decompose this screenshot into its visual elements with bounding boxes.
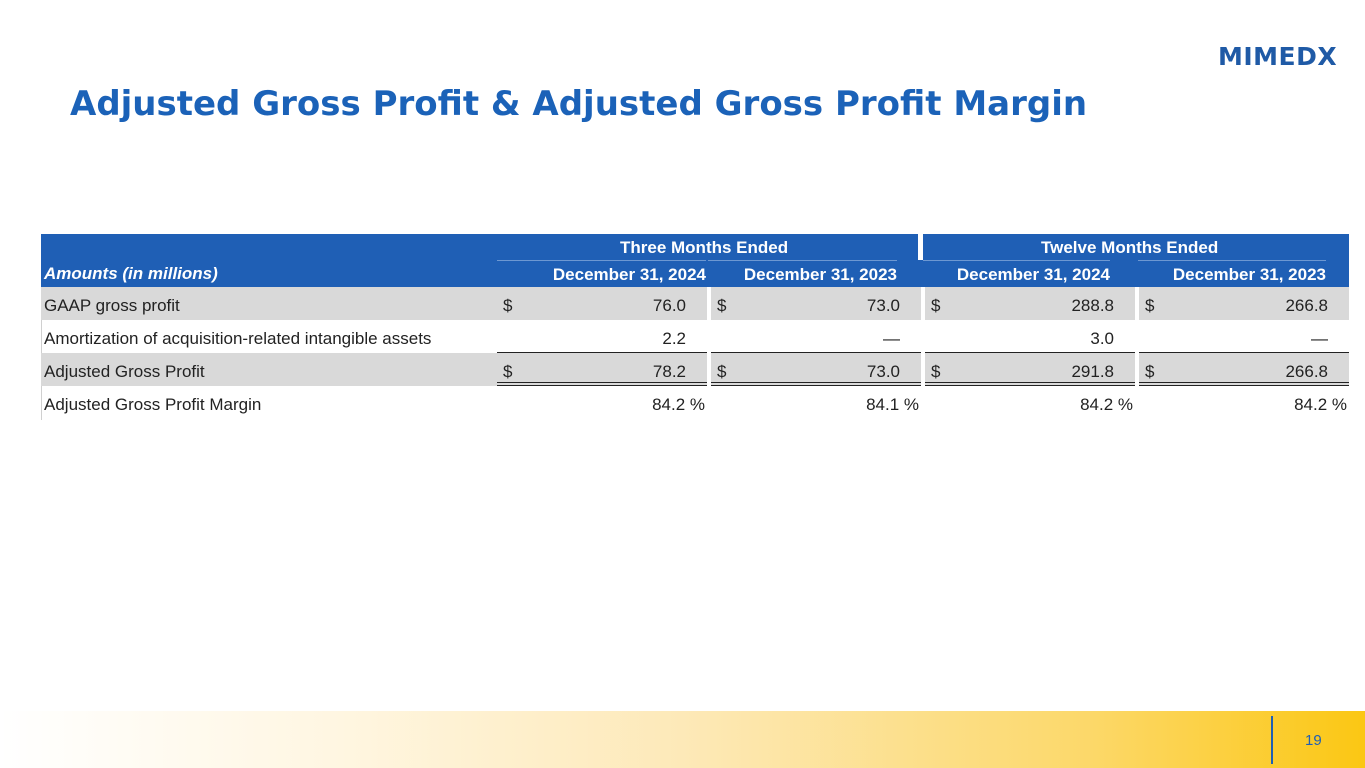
table-cell: $ 266.8	[1139, 287, 1349, 320]
cell-value: 84.2 %	[1080, 395, 1133, 414]
table-cell: —	[1139, 320, 1349, 353]
row-label: Adjusted Gross Profit Margin	[44, 395, 262, 414]
currency-symbol: $	[503, 296, 513, 315]
page-number: 19	[1305, 732, 1322, 749]
table-cell: 2.2	[497, 320, 707, 353]
column-header-q4-2024: December 31, 2024	[497, 260, 706, 288]
table-cell: 84.2 %	[925, 386, 1135, 419]
column-header-q4-2023: December 31, 2023	[708, 260, 897, 288]
table-cell: 84.2 %	[497, 386, 707, 419]
cell-value: 84.2 %	[652, 395, 705, 414]
cell-value: 84.1 %	[866, 395, 919, 414]
table-cell: —	[711, 320, 921, 353]
table-cell: $ 78.2	[497, 353, 707, 386]
column-header-fy-2024: December 31, 2024	[923, 260, 1110, 288]
cell-value: 3.0	[1090, 329, 1114, 348]
logo-text: MIMEDX	[1218, 41, 1338, 71]
table-cell: $ 291.8	[925, 353, 1135, 386]
cell-value: 288.8	[1071, 296, 1114, 315]
currency-symbol: $	[931, 362, 941, 381]
table-cell: $ 73.0	[711, 287, 921, 320]
cell-value: 76.0	[652, 296, 686, 315]
mimedx-logo: MIMEDX	[1218, 41, 1338, 71]
cell-value: 291.8	[1071, 362, 1114, 381]
table-cell: 3.0	[925, 320, 1135, 353]
currency-symbol: $	[717, 296, 727, 315]
table-cell: $ 76.0	[497, 287, 707, 320]
row-label: GAAP gross profit	[44, 296, 180, 315]
cell-value: 266.8	[1285, 296, 1328, 315]
table-cell: $ 266.8	[1139, 353, 1349, 386]
currency-symbol: $	[931, 296, 941, 315]
cell-value: 73.0	[866, 296, 900, 315]
cell-value: 2.2	[662, 329, 686, 348]
table-group-header-row: Three Months Ended Twelve Months Ended	[41, 234, 1349, 260]
currency-symbol: $	[717, 362, 727, 381]
table-cell: $ 288.8	[925, 287, 1135, 320]
currency-symbol: $	[1145, 362, 1155, 381]
table-cell: $ 73.0	[711, 353, 921, 386]
row-label: Adjusted Gross Profit	[44, 362, 205, 381]
table-cell: 84.1 %	[711, 386, 921, 419]
group-header-three-months: Three Months Ended	[620, 238, 789, 257]
table-row: GAAP gross profit $ 76.0 $ 73.0 $ 288.8 …	[41, 287, 1349, 320]
row-label: Amortization of acquisition-related inta…	[44, 329, 432, 348]
column-header-fy-2023: December 31, 2023	[1138, 260, 1326, 288]
table-row: Adjusted Gross Profit Margin 84.2 % 84.1…	[41, 386, 1349, 419]
cell-value: 78.2	[652, 362, 686, 381]
table-row: Adjusted Gross Profit $ 78.2 $ 73.0 $ 29…	[41, 353, 1349, 386]
table-cell: 84.2 %	[1139, 386, 1349, 419]
footer-divider	[1271, 716, 1273, 764]
currency-symbol: $	[1145, 296, 1155, 315]
group-header-twelve-months: Twelve Months Ended	[1041, 238, 1219, 257]
cell-value: 73.0	[866, 362, 900, 381]
table-column-header-row: Amounts (in millions) December 31, 2024 …	[41, 260, 1349, 287]
cell-value: —	[883, 329, 900, 348]
cell-value: —	[1311, 329, 1328, 348]
page-title: Adjusted Gross Profit & Adjusted Gross P…	[70, 84, 1088, 124]
amounts-header: Amounts (in millions)	[44, 264, 218, 283]
footer-gradient-band	[0, 711, 1365, 768]
financial-table: Three Months Ended Twelve Months Ended A…	[41, 234, 1349, 420]
table-row: Amortization of acquisition-related inta…	[41, 320, 1349, 353]
cell-value: 84.2 %	[1294, 395, 1347, 414]
cell-value: 266.8	[1285, 362, 1328, 381]
currency-symbol: $	[503, 362, 513, 381]
